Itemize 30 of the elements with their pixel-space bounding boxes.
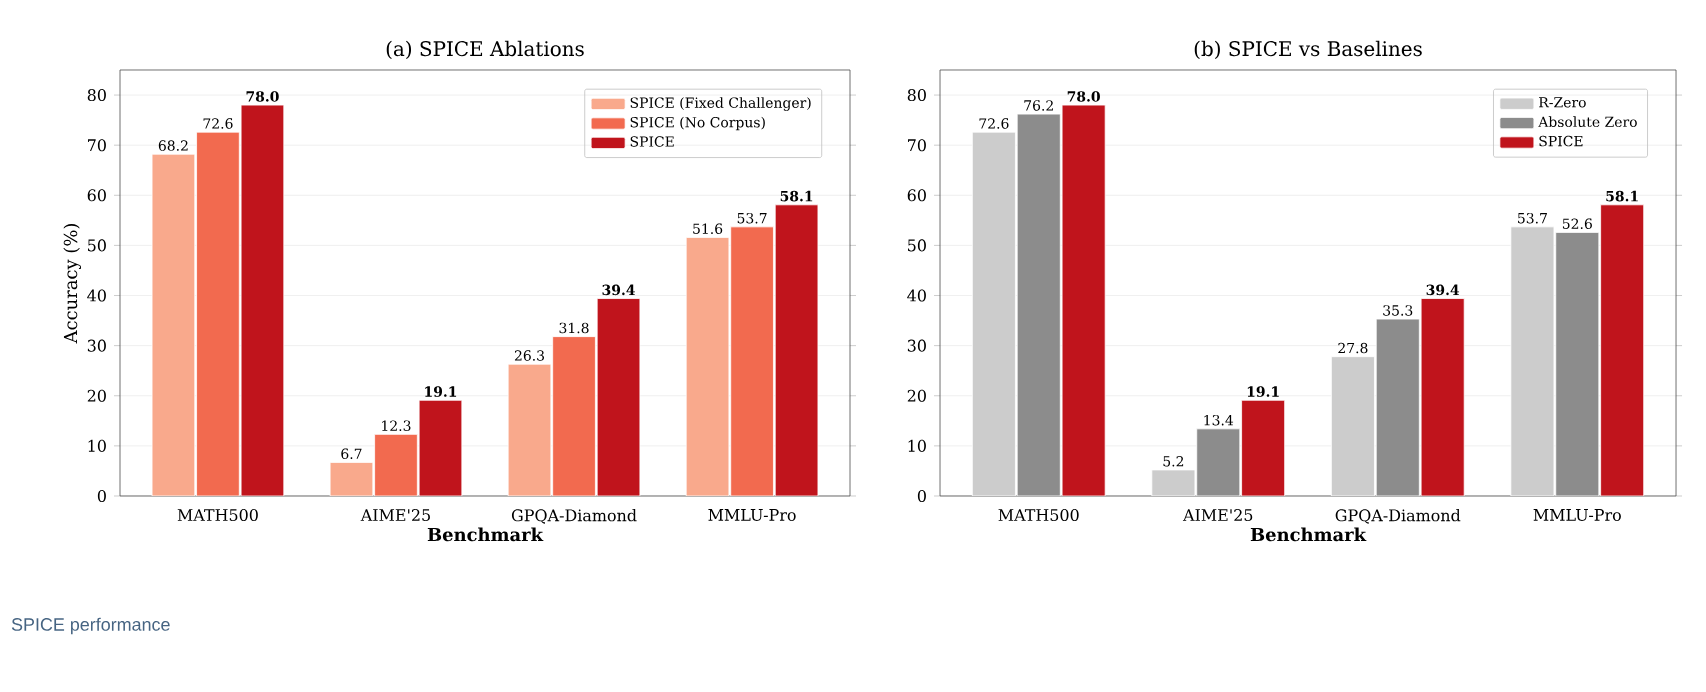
bar [1331, 356, 1375, 496]
y-axis-title: Accuracy (%) [63, 224, 82, 344]
bar [685, 236, 730, 496]
bar [1196, 428, 1241, 496]
bar [1510, 226, 1555, 496]
bar [1421, 298, 1465, 496]
chart-title: (a) SPICE Ablations [386, 40, 584, 59]
bar [507, 363, 552, 496]
bar [1016, 113, 1061, 496]
bar [196, 132, 240, 496]
bar [1241, 399, 1286, 496]
bar [152, 154, 195, 496]
x-axis-title: Benchmark [427, 527, 544, 542]
bar [552, 336, 596, 496]
bar [374, 433, 418, 496]
text: SPICE performance [11, 617, 170, 635]
bar [1600, 204, 1645, 496]
bar [241, 105, 284, 496]
bar [418, 399, 463, 496]
bar [774, 204, 819, 496]
chart-title: (b) SPICE vs Baselines [1194, 40, 1422, 59]
bar [1555, 231, 1600, 496]
bar [596, 298, 641, 496]
bar [1151, 469, 1195, 496]
bar [329, 462, 374, 496]
bar [1376, 319, 1420, 496]
bar [971, 131, 1016, 496]
bar [1061, 104, 1106, 496]
bar [730, 226, 774, 496]
x-axis-title: Benchmark [1250, 527, 1367, 542]
